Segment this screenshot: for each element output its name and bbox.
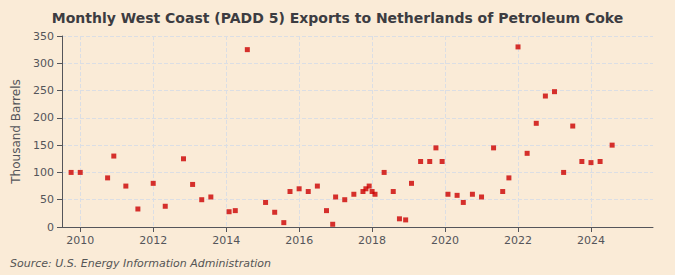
svg-text:Thousand Barrels: Thousand Barrels — [9, 79, 23, 184]
svg-text:0: 0 — [47, 221, 54, 234]
svg-text:300: 300 — [33, 57, 54, 70]
svg-text:2020: 2020 — [431, 234, 459, 247]
svg-text:2022: 2022 — [504, 234, 532, 247]
svg-text:2018: 2018 — [358, 234, 386, 247]
svg-text:2010: 2010 — [66, 234, 94, 247]
svg-text:200: 200 — [33, 111, 54, 124]
svg-text:Monthly West Coast (PADD 5) Ex: Monthly West Coast (PADD 5) Exports to N… — [52, 10, 623, 26]
svg-text:2016: 2016 — [285, 234, 313, 247]
svg-text:100: 100 — [33, 166, 54, 179]
svg-text:2024: 2024 — [577, 234, 605, 247]
svg-text:250: 250 — [33, 84, 54, 97]
svg-text:350: 350 — [33, 30, 54, 43]
svg-text:Source: U.S. Energy Informatio: Source: U.S. Energy Information Administ… — [10, 257, 271, 270]
svg-text:50: 50 — [40, 193, 54, 206]
svg-text:150: 150 — [33, 139, 54, 152]
svg-text:2014: 2014 — [212, 234, 240, 247]
svg-text:2012: 2012 — [139, 234, 167, 247]
